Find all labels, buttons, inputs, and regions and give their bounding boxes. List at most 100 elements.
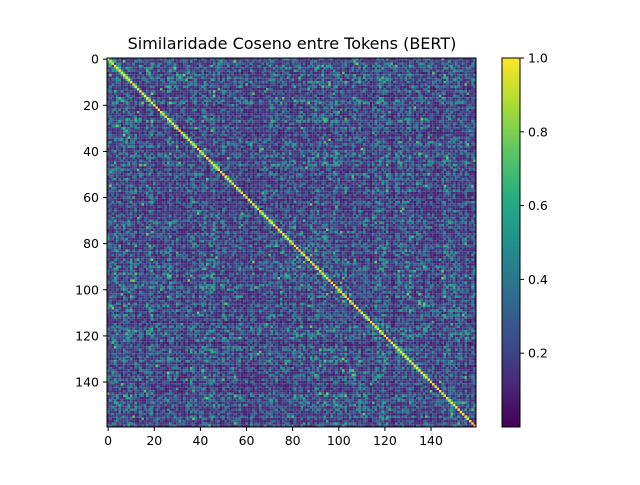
heatmap-cell [171, 99, 174, 102]
heatmap-cell [270, 108, 274, 112]
heatmap-cell [390, 113, 394, 116]
heatmap-cell [194, 101, 197, 105]
heatmap-cell [441, 104, 444, 107]
heatmap-cell [395, 83, 398, 86]
heatmap-cell [471, 120, 474, 123]
heatmap-cell [111, 94, 114, 98]
heatmap-cell [307, 83, 310, 86]
heatmap-cell [217, 74, 221, 77]
heatmap-cell [411, 69, 414, 72]
heatmap-cell [183, 113, 186, 116]
heatmap-cell [409, 58, 412, 61]
heatmap-cell [194, 104, 197, 107]
heatmap-cell [206, 111, 209, 114]
heatmap-cell [314, 101, 317, 105]
heatmap-cell [187, 60, 191, 63]
heatmap-cell [326, 71, 329, 75]
heatmap-cell [296, 122, 299, 125]
heatmap-cell [160, 108, 163, 112]
heatmap-cell [293, 78, 297, 82]
heatmap-cell [452, 90, 456, 93]
heatmap-cell [153, 94, 156, 98]
heatmap-cell [379, 94, 382, 98]
heatmap-cell [372, 124, 375, 128]
heatmap-cell [194, 69, 197, 72]
heatmap-cell [296, 60, 299, 63]
heatmap-cell [418, 97, 421, 100]
heatmap-cell [395, 101, 398, 105]
heatmap-cell [432, 104, 435, 107]
heatmap-cell [173, 104, 177, 107]
heatmap-cell [206, 87, 209, 91]
heatmap-cell [427, 76, 430, 79]
heatmap-cell [187, 101, 191, 105]
heatmap-cell [372, 62, 375, 65]
heatmap-cell [446, 92, 449, 95]
heatmap-cell [199, 81, 202, 84]
heatmap-cell [450, 122, 453, 125]
heatmap-cell [120, 115, 124, 119]
heatmap-cell [374, 71, 377, 75]
heatmap-cell [155, 64, 158, 68]
heatmap-cell [153, 87, 156, 91]
heatmap-cell [134, 92, 138, 95]
heatmap-cell [390, 83, 394, 86]
heatmap-cell [249, 117, 253, 121]
heatmap-cell [349, 74, 352, 77]
heatmap-cell [238, 113, 241, 116]
heatmap-cell [164, 111, 168, 114]
heatmap-cell [176, 71, 179, 75]
heatmap-cell [279, 83, 283, 86]
heatmap-cell [199, 92, 202, 95]
heatmap-cell [321, 62, 324, 65]
heatmap-cell [116, 120, 119, 123]
heatmap-cell [466, 83, 470, 86]
heatmap-cell [420, 81, 424, 84]
heatmap-cell [282, 90, 285, 93]
heatmap-cell [411, 62, 414, 65]
heatmap-cell [201, 78, 204, 82]
heatmap-cell [268, 85, 271, 89]
heatmap-cell [153, 111, 156, 114]
heatmap-cell [464, 83, 467, 86]
heatmap-cell [399, 64, 403, 68]
heatmap-cell [282, 104, 285, 107]
heatmap-cell [397, 127, 400, 130]
heatmap-cell [360, 78, 364, 82]
heatmap-cell [153, 101, 156, 105]
heatmap-cell [342, 115, 345, 119]
heatmap-cell [349, 92, 352, 95]
heatmap-cell [183, 117, 186, 121]
heatmap-cell [390, 97, 394, 100]
heatmap-cell [180, 83, 184, 86]
heatmap-cell [457, 94, 460, 98]
heatmap-cell [439, 124, 442, 128]
heatmap-cell [390, 67, 394, 70]
heatmap-cell [369, 124, 373, 128]
heatmap-cell [326, 127, 329, 130]
heatmap-cell [282, 101, 285, 105]
heatmap-cell [296, 85, 299, 89]
heatmap-cell [439, 111, 442, 114]
heatmap-cell [450, 127, 453, 130]
heatmap-cell [171, 83, 174, 86]
heatmap-cell [399, 113, 403, 116]
heatmap-cell [335, 127, 338, 130]
heatmap-cell [386, 101, 389, 105]
heatmap-cell [452, 81, 456, 84]
heatmap-cell [196, 62, 200, 65]
heatmap-cell [233, 108, 237, 112]
heatmap-cell [328, 115, 331, 119]
heatmap-cell [160, 97, 163, 100]
heatmap-cell [229, 60, 232, 63]
heatmap-cell [471, 62, 474, 65]
heatmap-cell [360, 74, 364, 77]
heatmap-cell [143, 120, 147, 123]
heatmap-cell [358, 111, 361, 114]
heatmap-cell [469, 67, 472, 70]
heatmap-cell [259, 92, 262, 95]
heatmap-cell [173, 106, 177, 109]
heatmap-cell [360, 58, 364, 61]
heatmap-cell [127, 101, 131, 105]
heatmap-cell [427, 108, 430, 112]
